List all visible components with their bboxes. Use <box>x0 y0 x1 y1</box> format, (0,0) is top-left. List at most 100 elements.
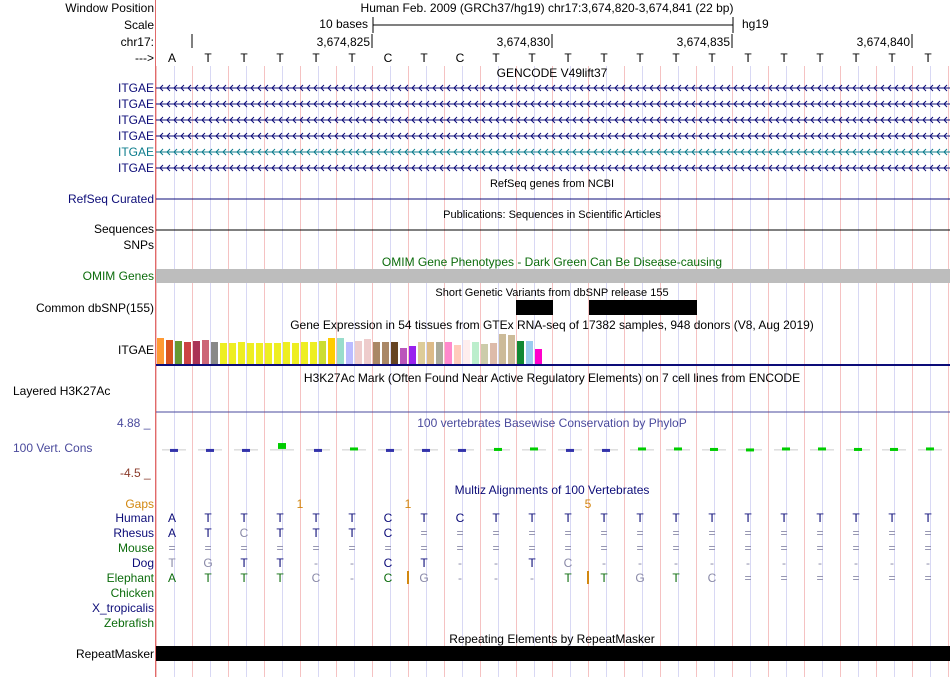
gtex-tissue-bar[interactable] <box>427 342 434 364</box>
cons-score-bar[interactable] <box>674 447 682 451</box>
cons-score-bar[interactable] <box>854 447 862 451</box>
gtex-tissue-bar[interactable] <box>355 341 362 364</box>
gtex-tissue-bar[interactable] <box>526 341 533 364</box>
species-label[interactable]: Mouse <box>117 541 154 555</box>
gtex-tissue-bar[interactable] <box>400 348 407 364</box>
species-label[interactable]: X_tropicalis <box>91 601 154 615</box>
gtex-tissue-bar[interactable] <box>238 342 245 364</box>
species-label[interactable]: Chicken <box>110 586 154 600</box>
cons-score-bar[interactable] <box>746 448 754 452</box>
species-label[interactable]: Rhesus <box>113 526 154 540</box>
cons-score-bar[interactable] <box>422 448 430 452</box>
cons-score-bar[interactable] <box>242 448 250 452</box>
gtex-tissue-bar[interactable] <box>229 343 236 364</box>
gtex-tissue-bar[interactable] <box>310 342 317 364</box>
gtex-tissue-bar[interactable] <box>247 343 254 364</box>
gtex-tissue-bar[interactable] <box>202 340 209 364</box>
assembly-position[interactable]: Human Feb. 2009 (GRCh37/hg19) chr17:3,67… <box>360 1 734 15</box>
publications-track-label[interactable]: Sequences <box>93 222 154 236</box>
gtex-tissue-bar[interactable] <box>472 342 479 364</box>
repeatmasker-element[interactable] <box>156 646 950 661</box>
gtex-tissue-bar[interactable] <box>418 342 425 364</box>
cons-score-bar[interactable] <box>494 447 502 451</box>
species-label[interactable]: Zebrafish <box>103 616 154 630</box>
gtex-tissue-bar[interactable] <box>364 339 371 364</box>
cons-score-bar[interactable] <box>530 447 538 451</box>
gtex-tissue-bars[interactable] <box>157 334 542 364</box>
cons-score-bar[interactable] <box>386 448 394 452</box>
gencode-transcript-label[interactable]: ITGAE <box>117 161 154 175</box>
gtex-tissue-bar[interactable] <box>346 342 353 364</box>
gtex-tissue-bar[interactable] <box>328 338 335 364</box>
gtex-tissue-bar[interactable] <box>373 342 380 364</box>
h3k27ac-track-label[interactable]: Layered H3K27Ac <box>13 384 111 398</box>
omim-band[interactable] <box>156 269 950 283</box>
cons-score-bar[interactable] <box>206 448 214 452</box>
gtex-tissue-bar[interactable] <box>463 340 470 364</box>
gtex-tissue-bar[interactable] <box>292 343 299 364</box>
cons-score-bar[interactable] <box>566 448 574 452</box>
omim-track-label[interactable]: OMIM Genes <box>82 269 154 283</box>
gencode-transcripts[interactable] <box>156 84 950 172</box>
gtex-tissue-bar[interactable] <box>220 343 227 364</box>
species-label[interactable]: Elephant <box>106 571 154 585</box>
gtex-tissue-bar[interactable] <box>454 345 461 364</box>
species-label[interactable]: Human <box>115 511 154 525</box>
gtex-tissue-bar[interactable] <box>481 344 488 364</box>
cons-score-bar[interactable] <box>170 448 178 452</box>
gtex-tissue-bar[interactable] <box>301 342 308 364</box>
alignment-base: = <box>312 541 320 555</box>
gtex-tissue-bar[interactable] <box>382 342 389 364</box>
cons-score-bar[interactable] <box>926 447 934 451</box>
omim-track-title: OMIM Gene Phenotypes - Dark Green Can Be… <box>381 255 723 269</box>
cons-score-bar[interactable] <box>458 448 466 452</box>
gtex-tissue-bar[interactable] <box>337 338 344 364</box>
gtex-tissue-bar[interactable] <box>508 335 515 364</box>
repeatmasker-track-label[interactable]: RepeatMasker <box>75 647 154 661</box>
cons-score-bar[interactable] <box>782 447 790 451</box>
refseq-track-label[interactable]: RefSeq Curated <box>67 192 154 206</box>
gencode-transcript-label[interactable]: ITGAE <box>117 129 154 143</box>
cons-score-bar[interactable] <box>278 443 286 449</box>
gtex-tissue-bar[interactable] <box>256 343 263 364</box>
gtex-track-label[interactable]: ITGAE <box>117 343 154 357</box>
species-label[interactable]: Dog <box>131 556 154 570</box>
gtex-tissue-bar[interactable] <box>409 346 416 364</box>
gtex-tissue-bar[interactable] <box>391 342 398 364</box>
gtex-tissue-bar[interactable] <box>517 341 524 364</box>
gtex-tissue-bar[interactable] <box>445 342 452 364</box>
gencode-transcript-label[interactable]: ITGAE <box>117 97 154 111</box>
cons-score-bar[interactable] <box>818 447 826 451</box>
cons-score-bar[interactable] <box>350 447 358 451</box>
cons-score-bar[interactable] <box>890 447 898 451</box>
gtex-tissue-bar[interactable] <box>535 349 542 364</box>
gtex-tissue-bar[interactable] <box>157 338 164 364</box>
snps-track-label[interactable]: SNPs <box>123 238 154 252</box>
dbsnp-variant-1[interactable] <box>516 300 553 315</box>
cons-track-label[interactable]: 100 Vert. Cons <box>13 441 93 455</box>
gencode-transcript-label[interactable]: ITGAE <box>117 145 154 159</box>
gtex-tissue-bar[interactable] <box>436 342 443 364</box>
gtex-tissue-bar[interactable] <box>274 343 281 364</box>
cons-score-bar[interactable] <box>314 448 322 452</box>
cons-score-bar[interactable] <box>638 447 646 451</box>
cons-score-bar[interactable] <box>710 447 718 451</box>
gtex-tissue-bar[interactable] <box>211 342 218 364</box>
gtex-tissue-bar[interactable] <box>265 343 272 364</box>
gaps-label[interactable]: Gaps <box>125 497 154 511</box>
gtex-tissue-bar[interactable] <box>319 341 326 364</box>
gtex-tissue-bar[interactable] <box>490 343 497 364</box>
gtex-tissue-bar[interactable] <box>283 342 290 364</box>
cons-score-bar[interactable] <box>602 448 610 452</box>
gencode-transcript-label[interactable]: ITGAE <box>117 81 154 95</box>
gtex-tissue-bar[interactable] <box>193 341 200 364</box>
gtex-tissue-bar[interactable] <box>499 334 506 364</box>
gtex-tissue-bar[interactable] <box>166 340 173 364</box>
base-letter: T <box>636 51 644 65</box>
gencode-transcript-label[interactable]: ITGAE <box>117 113 154 127</box>
phylop-scores[interactable] <box>162 443 942 452</box>
gtex-tissue-bar[interactable] <box>184 342 191 364</box>
dbsnp-track-label[interactable]: Common dbSNP(155) <box>35 301 154 315</box>
gtex-tissue-bar[interactable] <box>175 341 182 364</box>
dbsnp-variant-2[interactable] <box>589 300 697 315</box>
